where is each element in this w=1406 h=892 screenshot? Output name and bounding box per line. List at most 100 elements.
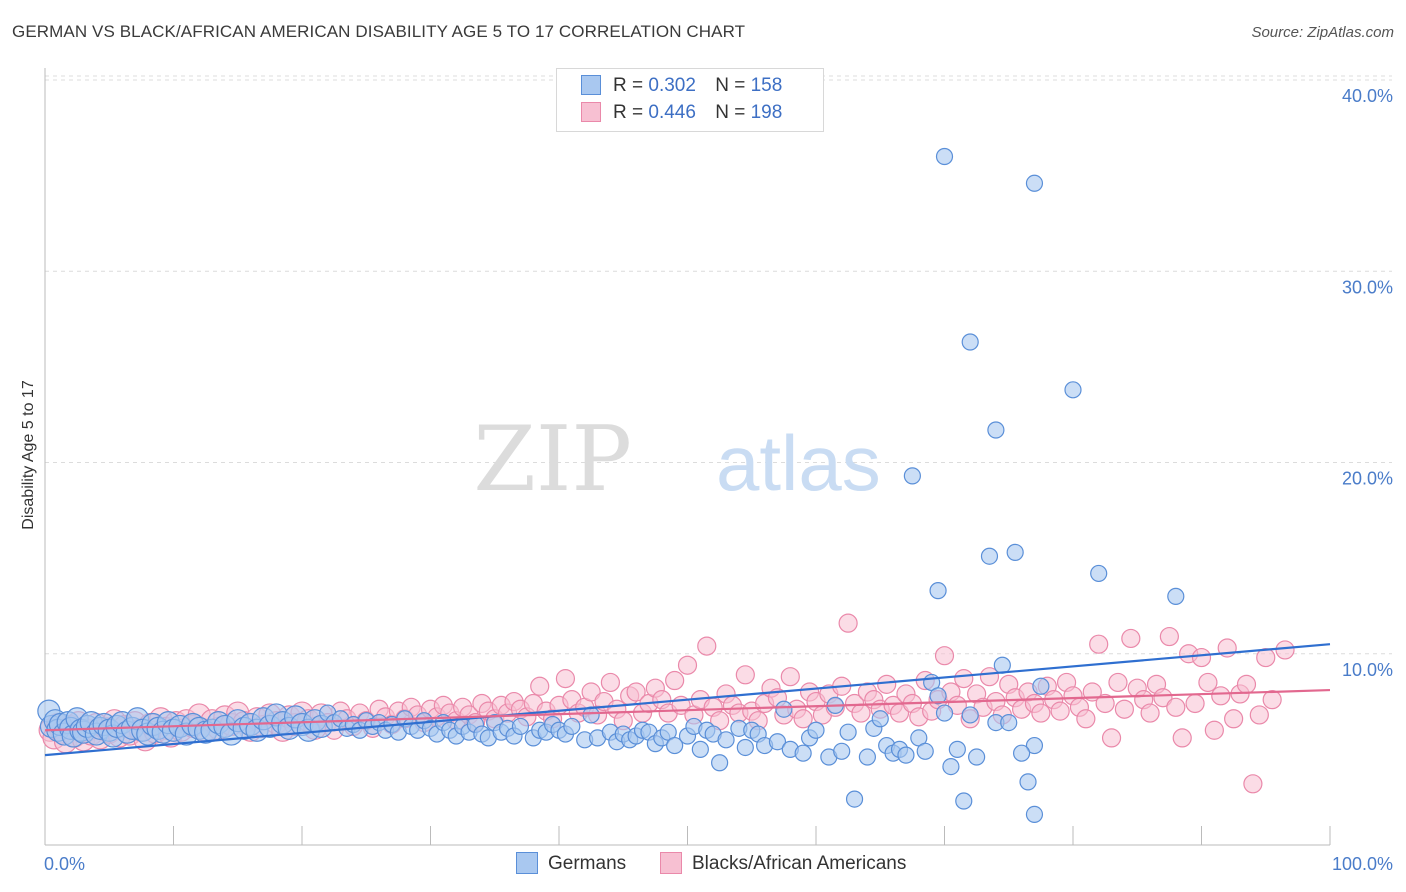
- point-germans: [871, 710, 889, 728]
- point-germans: [935, 147, 954, 166]
- point-germans: [987, 421, 1005, 439]
- point-blacks: [1114, 699, 1135, 719]
- trend-lines: [44, 643, 1331, 757]
- point-germans: [1012, 744, 1031, 762]
- point-blacks: [600, 672, 621, 693]
- legend-r-label: R =: [613, 102, 644, 123]
- point-germans: [511, 717, 530, 736]
- point-blacks: [780, 667, 800, 687]
- point-blacks: [1172, 728, 1192, 748]
- point-germans: [711, 754, 729, 772]
- x-tick-label: 100.0%: [1332, 854, 1393, 874]
- point-germans: [993, 656, 1011, 674]
- point-germans: [942, 757, 960, 776]
- series-blacks-points: [38, 613, 1295, 794]
- point-blacks: [1153, 688, 1173, 708]
- source-label: Source: ZipAtlas.com: [1251, 24, 1394, 41]
- legend-row-blacks: R = 0.446 N = 198: [581, 102, 782, 128]
- watermark-zip: ZIP: [473, 407, 632, 512]
- point-germans: [858, 748, 877, 766]
- point-germans: [961, 706, 979, 724]
- bottom-legend-blacks: Blacks/African Americans: [660, 852, 906, 875]
- point-blacks: [1211, 686, 1231, 706]
- watermark-atlas: atlas: [716, 419, 881, 507]
- watermark: ZIP atlas: [473, 407, 880, 512]
- point-germans: [768, 733, 787, 751]
- y-tick-label: 30.0%: [1342, 277, 1393, 297]
- point-blacks: [1224, 709, 1244, 729]
- point-blacks: [555, 669, 576, 689]
- legend-r-value-blacks: 0.446: [648, 102, 696, 123]
- point-germans: [1032, 677, 1050, 695]
- point-germans: [717, 731, 735, 749]
- point-germans: [916, 742, 934, 760]
- point-blacks: [1031, 703, 1051, 723]
- point-germans: [1025, 736, 1044, 755]
- point-germans: [666, 736, 684, 755]
- point-blacks: [1236, 674, 1257, 694]
- point-blacks: [581, 682, 601, 702]
- point-germans: [807, 721, 825, 739]
- point-blacks: [735, 665, 755, 685]
- point-germans: [961, 333, 979, 351]
- point-blacks: [1275, 640, 1295, 660]
- point-blacks: [1249, 705, 1269, 725]
- trend-line-blacks: [44, 688, 1331, 732]
- legend-n-label: N =: [715, 75, 746, 96]
- point-blacks: [1121, 628, 1141, 649]
- point-blacks: [1076, 709, 1096, 729]
- point-germans: [929, 582, 947, 600]
- point-blacks: [1191, 647, 1212, 668]
- point-blacks: [626, 682, 646, 702]
- bottom-legend-germans: Germans: [516, 852, 626, 875]
- y-tick-label: 40.0%: [1342, 86, 1393, 106]
- point-germans: [948, 740, 966, 758]
- point-blacks: [677, 655, 698, 675]
- legend-n-value-germans: 158: [750, 75, 783, 96]
- x-tick-label: 0.0%: [44, 854, 85, 874]
- point-blacks: [838, 613, 858, 633]
- point-blacks: [851, 703, 871, 723]
- point-germans: [794, 744, 812, 762]
- gridlines: [45, 75, 1392, 655]
- point-germans: [1167, 587, 1185, 605]
- point-blacks: [1262, 690, 1282, 710]
- point-germans: [1025, 174, 1044, 192]
- point-blacks: [1204, 720, 1224, 740]
- point-germans: [1019, 773, 1037, 791]
- point-germans: [563, 717, 581, 736]
- point-germans: [980, 547, 999, 565]
- tick-labels: 10.0% 20.0% 30.0% 40.0% 0.0% 100.0%: [44, 86, 1393, 874]
- point-blacks: [697, 636, 717, 656]
- point-germans: [1064, 381, 1082, 399]
- point-blacks: [1198, 672, 1218, 693]
- point-blacks: [877, 674, 897, 694]
- point-blacks: [934, 646, 955, 666]
- point-germans: [775, 700, 793, 718]
- point-germans: [903, 467, 921, 485]
- point-blacks: [1050, 701, 1070, 721]
- bottom-legend-label-blacks: Blacks/African Americans: [692, 853, 907, 874]
- point-germans: [955, 792, 973, 810]
- point-blacks: [1089, 634, 1109, 654]
- point-blacks: [1108, 672, 1128, 693]
- point-blacks: [1159, 626, 1179, 647]
- bottom-legend-swatch-germans: [516, 852, 538, 874]
- y-tick-label: 10.0%: [1342, 660, 1393, 680]
- point-germans: [935, 704, 954, 722]
- legend-n-value-blacks: 198: [750, 102, 783, 123]
- legend-n-label: N =: [715, 102, 746, 123]
- point-blacks: [1256, 647, 1276, 668]
- point-germans: [833, 742, 851, 760]
- point-germans: [897, 746, 915, 764]
- bottom-legend-swatch-blacks: [660, 852, 682, 874]
- legend-swatch-germans: [581, 75, 601, 95]
- point-germans: [691, 740, 709, 758]
- chart-title: GERMAN VS BLACK/AFRICAN AMERICAN DISABIL…: [12, 22, 746, 41]
- point-germans: [1000, 713, 1018, 732]
- point-germans: [1025, 805, 1044, 824]
- point-germans: [1006, 543, 1024, 561]
- point-germans: [1090, 564, 1108, 583]
- legend-r-label: R =: [613, 75, 644, 96]
